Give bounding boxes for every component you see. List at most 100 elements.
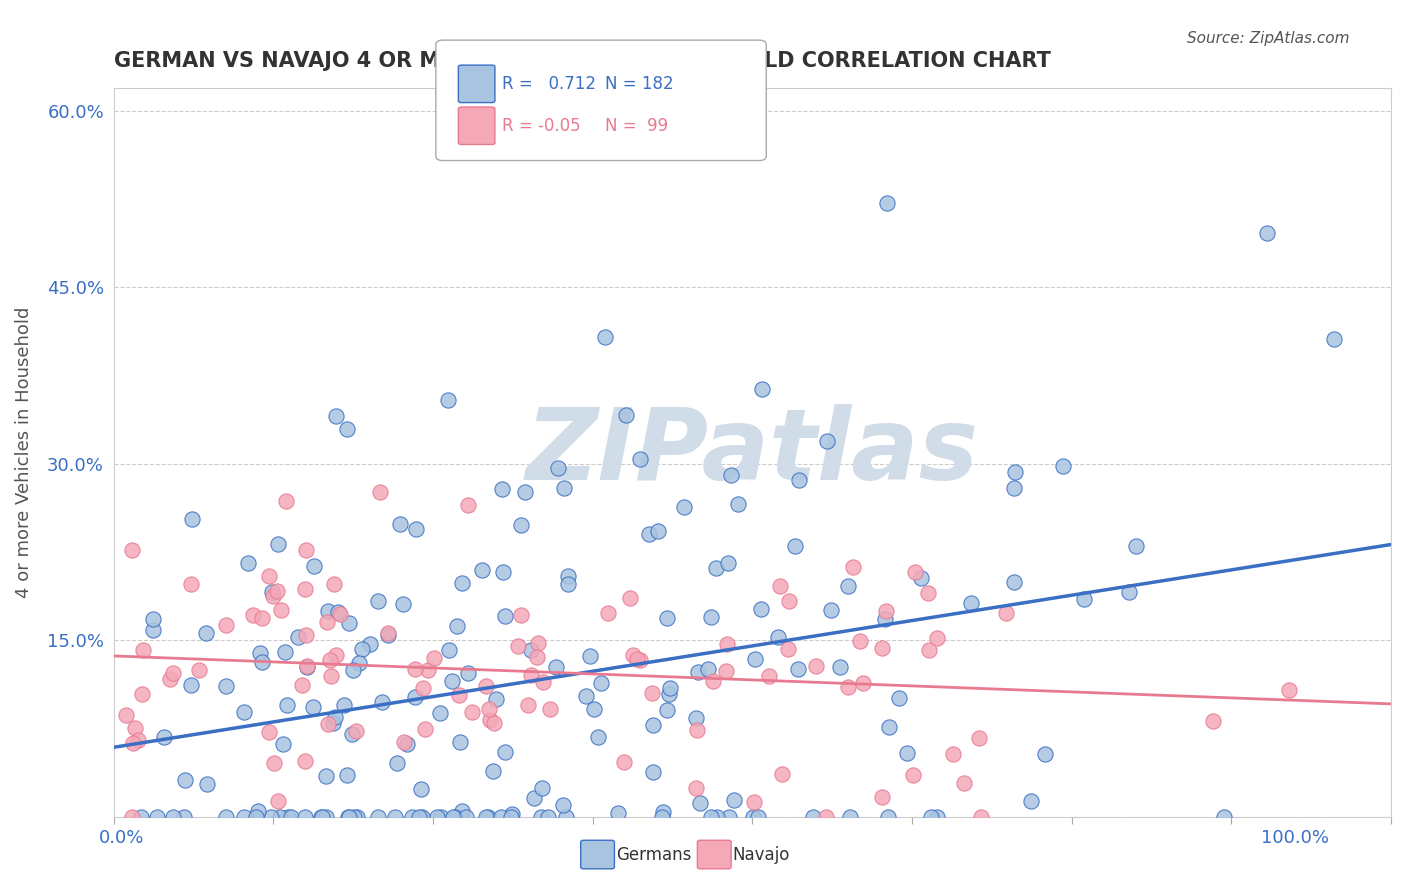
Navajo [967, 731, 990, 745]
Germans [429, 809, 451, 823]
Germans [579, 649, 602, 664]
Germans [591, 675, 613, 690]
Navajo [447, 688, 470, 702]
Germans [720, 468, 742, 483]
Navajo [970, 809, 993, 823]
Germans [297, 660, 319, 674]
Germans [409, 781, 432, 796]
Navajo [702, 673, 724, 688]
Germans [741, 809, 763, 823]
Germans [336, 768, 359, 782]
Germans [440, 674, 463, 689]
Germans [700, 610, 723, 624]
Germans [477, 809, 499, 823]
Navajo [870, 641, 893, 656]
Germans [311, 809, 333, 823]
Navajo [508, 640, 530, 654]
Germans [389, 516, 412, 531]
Germans [352, 641, 374, 656]
Germans [1002, 481, 1025, 495]
Navajo [872, 789, 894, 804]
Germans [260, 585, 283, 599]
Germans [723, 793, 745, 807]
Germans [706, 809, 728, 823]
Navajo [319, 669, 342, 683]
Germans [471, 563, 494, 577]
Navajo [716, 664, 738, 678]
Navajo [1202, 714, 1225, 728]
Germans [1256, 226, 1278, 240]
Navajo [482, 716, 505, 731]
Germans [593, 330, 616, 344]
Navajo [925, 631, 948, 645]
Germans [628, 451, 651, 466]
Navajo [852, 676, 875, 690]
Germans [747, 809, 769, 823]
Germans [717, 556, 740, 570]
Text: Navajo: Navajo [733, 846, 790, 863]
Germans [280, 809, 302, 823]
Germans [302, 700, 325, 714]
Germans [1002, 574, 1025, 589]
Germans [727, 496, 749, 510]
Germans [614, 408, 637, 422]
Navajo [132, 643, 155, 657]
Germans [1033, 747, 1056, 761]
Navajo [124, 721, 146, 735]
Navajo [526, 636, 548, 650]
Germans [333, 698, 356, 712]
Navajo [1278, 682, 1301, 697]
Navajo [114, 708, 136, 723]
Text: N = 182: N = 182 [605, 75, 673, 93]
Germans [214, 679, 236, 693]
Navajo [267, 794, 290, 808]
Germans [494, 608, 516, 623]
Germans [129, 809, 152, 823]
Germans [876, 196, 898, 211]
Germans [451, 576, 474, 591]
Navajo [917, 643, 939, 657]
Germans [238, 556, 260, 570]
Germans [575, 689, 598, 703]
Navajo [415, 722, 437, 736]
Navajo [994, 606, 1017, 620]
Germans [475, 809, 498, 823]
Germans [491, 482, 513, 496]
Navajo [686, 723, 709, 737]
Germans [643, 718, 665, 732]
Germans [404, 690, 426, 705]
Navajo [917, 585, 939, 599]
Navajo [640, 686, 662, 700]
Germans [815, 434, 838, 448]
Germans [337, 616, 360, 631]
Navajo [295, 542, 318, 557]
Germans [276, 698, 298, 712]
Germans [342, 663, 364, 677]
Germans [287, 630, 309, 644]
Germans [696, 662, 718, 676]
Germans [269, 809, 291, 823]
Germans [485, 691, 508, 706]
Germans [385, 756, 408, 770]
Germans [142, 624, 165, 638]
Germans [547, 460, 569, 475]
Navajo [188, 663, 211, 677]
Germans [959, 596, 981, 610]
Germans [1052, 459, 1074, 474]
Navajo [377, 626, 399, 640]
Navajo [392, 735, 415, 749]
Germans [492, 565, 515, 579]
Germans [371, 695, 394, 709]
Germans [546, 660, 568, 674]
Navajo [131, 687, 153, 701]
Germans [309, 809, 332, 823]
Navajo [319, 653, 342, 667]
Germans [346, 809, 368, 823]
Germans [1125, 539, 1147, 553]
Navajo [841, 559, 863, 574]
Navajo [837, 680, 859, 694]
Navajo [770, 766, 793, 780]
Germans [444, 809, 467, 823]
Navajo [405, 662, 427, 676]
Germans [260, 809, 283, 823]
